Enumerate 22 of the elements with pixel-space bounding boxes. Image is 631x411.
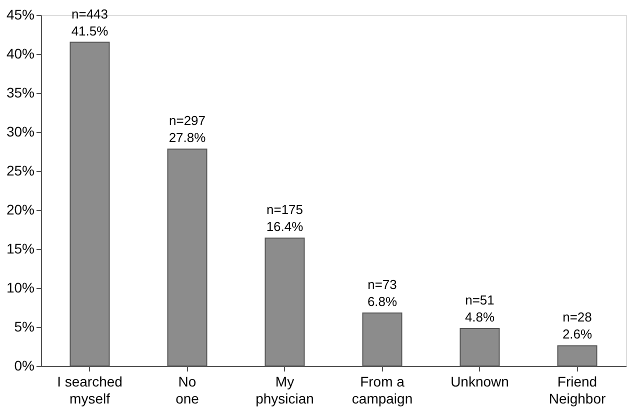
- x-tick-label: Friend Neighbor: [548, 374, 606, 406]
- data-label: n=73 6.8%: [367, 276, 398, 309]
- y-tick-label: 20%: [6, 202, 34, 218]
- y-tick-label: 35%: [6, 84, 34, 100]
- y-tick-label: 0%: [14, 358, 34, 374]
- y-tick-label: 15%: [6, 240, 34, 256]
- data-label: n=28 2.6%: [562, 310, 592, 342]
- y-tick-label: 30%: [6, 124, 34, 140]
- y-tick-label: 25%: [6, 162, 34, 178]
- x-tick-label: No one: [176, 374, 200, 406]
- x-tick-label: From a campaign: [352, 374, 413, 406]
- data-label: n=175 16.4%: [266, 202, 304, 234]
- x-tick-label: My physician: [256, 374, 314, 406]
- y-tick-label: 5%: [14, 318, 34, 334]
- x-tick-label: Unknown: [450, 374, 509, 390]
- data-label: n=51 4.8%: [464, 292, 495, 325]
- y-tick-label: 10%: [6, 280, 34, 296]
- data-label: n=297 27.8%: [168, 113, 206, 146]
- data-label: n=443 41.5%: [71, 6, 109, 38]
- x-tick-label: I searched myself: [57, 374, 122, 406]
- y-tick-label: 45%: [6, 6, 34, 22]
- y-tick-label: 40%: [6, 46, 34, 62]
